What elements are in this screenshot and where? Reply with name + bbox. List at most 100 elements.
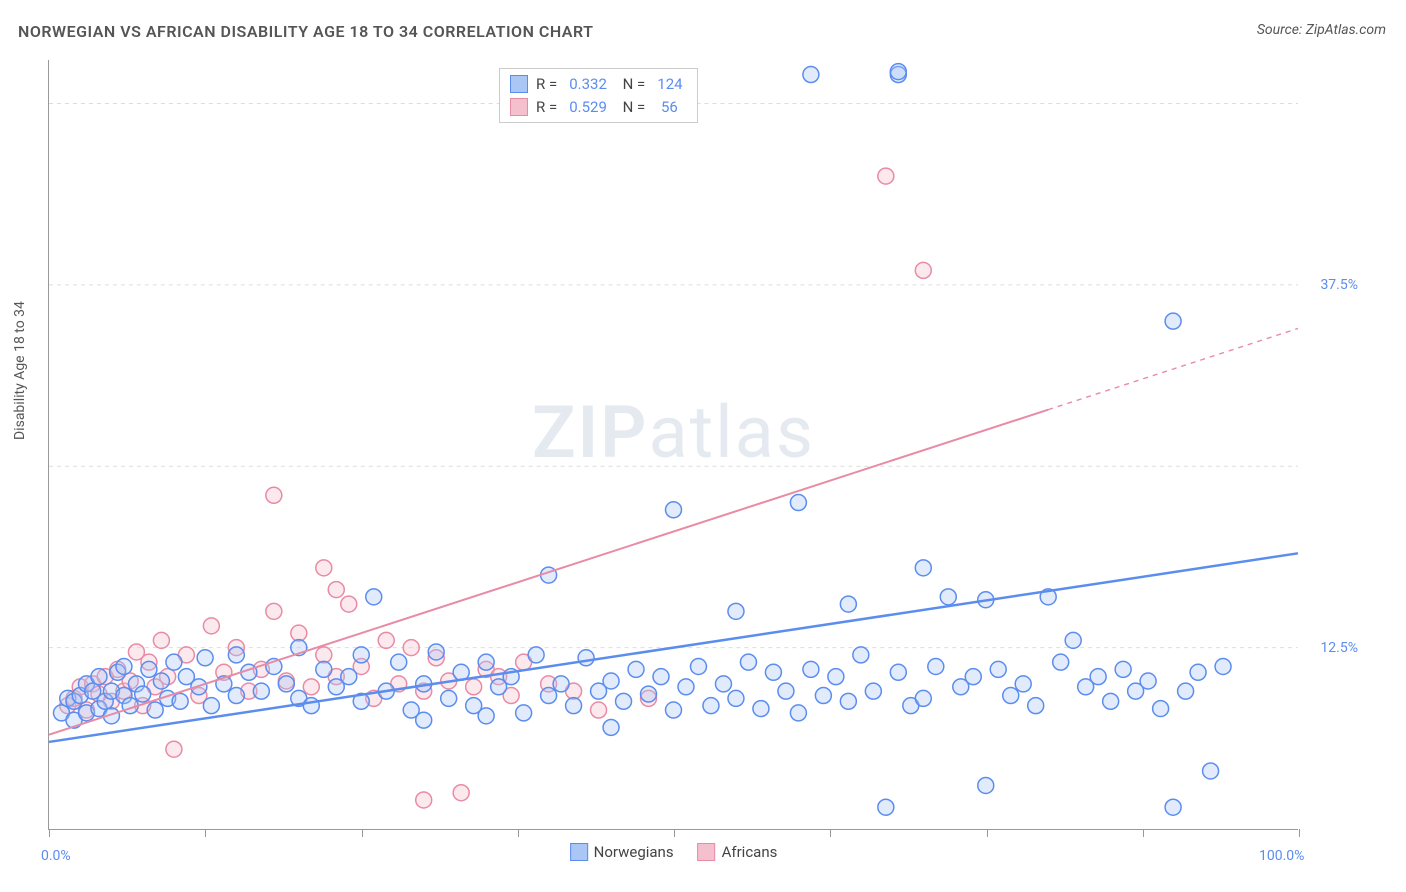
legend-label-africans: Africans — [722, 843, 778, 861]
source-label: Source: ZipAtlas.com — [1257, 22, 1386, 38]
data-point — [416, 792, 432, 808]
data-point — [516, 705, 532, 721]
data-point — [453, 785, 469, 801]
swatch-africans — [698, 843, 716, 861]
data-point — [228, 688, 244, 704]
stats-row-norwegians: R = 0.332 N = 124 — [510, 73, 687, 96]
x-tick — [362, 829, 363, 837]
y-axis-label: Disability Age 18 to 34 — [12, 301, 28, 440]
legend-item-norwegians: Norwegians — [570, 843, 674, 861]
data-point — [915, 690, 931, 706]
data-point — [478, 654, 494, 670]
series-legend: Norwegians Africans — [570, 843, 778, 861]
x-tick-label: 100.0% — [1259, 848, 1304, 864]
data-point — [1028, 698, 1044, 714]
data-point — [890, 64, 906, 80]
data-point — [341, 596, 357, 612]
x-tick — [987, 829, 988, 837]
data-point — [790, 495, 806, 511]
data-point — [266, 487, 282, 503]
data-point — [403, 640, 419, 656]
data-point — [753, 701, 769, 717]
x-tick — [518, 829, 519, 837]
n-label: N = — [619, 96, 645, 119]
data-point — [728, 603, 744, 619]
data-point — [141, 661, 157, 677]
regression-line-extrapolated — [1048, 328, 1298, 409]
data-point — [653, 669, 669, 685]
data-point — [147, 702, 163, 718]
data-point — [266, 603, 282, 619]
x-tick — [1143, 829, 1144, 837]
data-point — [303, 679, 319, 695]
stats-legend: R = 0.332 N = 124 R = 0.529 N = 56 — [499, 68, 698, 123]
data-point — [378, 632, 394, 648]
x-tick — [49, 829, 50, 837]
data-point — [366, 589, 382, 605]
chart-title: NORWEGIAN VS AFRICAN DISABILITY AGE 18 T… — [18, 22, 593, 41]
data-point — [466, 679, 482, 695]
data-point — [666, 502, 682, 518]
data-point — [591, 702, 607, 718]
data-point — [1178, 683, 1194, 699]
data-point — [578, 650, 594, 666]
data-point — [1090, 669, 1106, 685]
chart-svg — [49, 60, 1298, 829]
data-point — [865, 683, 881, 699]
data-point — [1153, 701, 1169, 717]
data-point — [641, 686, 657, 702]
r-label: R = — [536, 73, 557, 96]
data-point — [678, 679, 694, 695]
data-point — [1015, 676, 1031, 692]
legend-label-norwegians: Norwegians — [594, 843, 674, 861]
data-point — [253, 683, 269, 699]
data-point — [803, 67, 819, 83]
data-point — [316, 647, 332, 663]
data-point — [541, 688, 557, 704]
n-value-africans: 56 — [657, 96, 678, 119]
data-point — [135, 686, 151, 702]
data-point — [91, 669, 107, 685]
data-point — [1165, 799, 1181, 815]
data-point — [990, 661, 1006, 677]
data-point — [940, 589, 956, 605]
data-point — [1165, 313, 1181, 329]
data-point — [1203, 763, 1219, 779]
data-point — [1053, 654, 1069, 670]
data-point — [553, 676, 569, 692]
data-point — [278, 676, 294, 692]
data-point — [203, 618, 219, 634]
data-point — [1140, 673, 1156, 689]
data-point — [353, 647, 369, 663]
data-point — [153, 673, 169, 689]
data-point — [778, 683, 794, 699]
data-point — [703, 698, 719, 714]
data-point — [603, 673, 619, 689]
data-point — [616, 693, 632, 709]
data-point — [1003, 688, 1019, 704]
r-value-norwegians: 0.332 — [569, 73, 607, 96]
plot-area: ZIPatlas R = 0.332 N = 124 R = 0.529 N =… — [48, 60, 1298, 830]
y-tick-label: 12.5% — [1320, 640, 1358, 656]
data-point — [303, 698, 319, 714]
data-point — [765, 664, 781, 680]
data-point — [428, 644, 444, 660]
n-label: N = — [619, 73, 645, 96]
data-point — [965, 669, 981, 685]
data-point — [416, 712, 432, 728]
x-tick — [830, 829, 831, 837]
data-point — [715, 676, 731, 692]
data-point — [628, 661, 644, 677]
data-point — [291, 625, 307, 641]
data-point — [915, 262, 931, 278]
data-point — [316, 560, 332, 576]
legend-item-africans: Africans — [698, 843, 778, 861]
data-point — [328, 582, 344, 598]
data-point — [478, 708, 494, 724]
data-point — [153, 632, 169, 648]
data-point — [203, 698, 219, 714]
data-point — [890, 664, 906, 680]
data-point — [840, 693, 856, 709]
data-point — [1115, 661, 1131, 677]
x-tick — [1299, 829, 1300, 837]
